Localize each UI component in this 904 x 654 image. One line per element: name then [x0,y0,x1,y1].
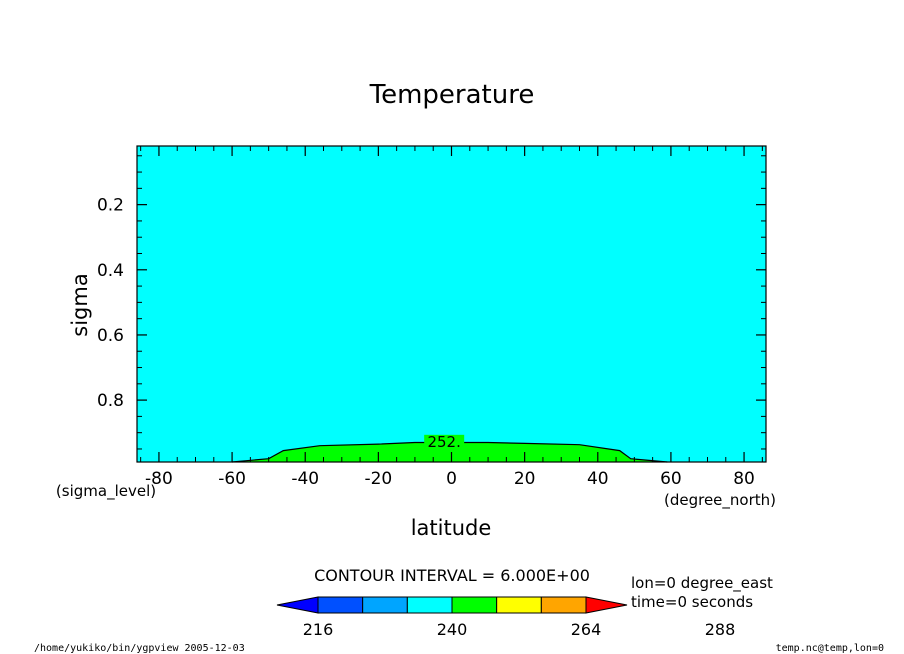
info-time: time=0 seconds [631,593,753,611]
info-lon: lon=0 degree_east [631,574,773,593]
x-tick-label: 20 [514,469,536,489]
plot-frame [136,145,767,463]
colorbar-tick-label: 264 [571,620,602,639]
y-tick-label: 0.4 [97,261,124,281]
colorbar-segment [362,596,408,614]
colorbar-labels: 216 240 264 288 [303,620,736,639]
x-axis-units: (degree_north) [664,491,776,510]
x-tick-label: 80 [733,469,755,489]
y-tick-labels: 0.2 0.4 0.6 0.8 [97,196,124,411]
contour-label: 252. [427,433,460,451]
contour-interval-text: CONTOUR INTERVAL = 6.000E+00 [314,566,590,585]
x-tick-label: -40 [291,469,319,489]
x-tick-labels: -80 -60 -40 -20 0 20 40 60 80 [145,469,755,489]
x-axis-label: latitude [411,516,492,540]
y-tick-label: 0.6 [97,326,124,346]
colorbar-tick-label: 216 [303,620,334,639]
colorbar-segment [317,596,364,614]
x-tick-label: -20 [364,469,392,489]
colorbar-segment [496,596,542,614]
y-tick-label: 0.8 [97,391,124,411]
footer-right: temp.nc@temp,lon=0 [776,643,884,654]
colorbar [276,596,628,614]
x-tick-label: 40 [587,469,609,489]
colorbar-segment [540,596,587,614]
colorbar-tick-label: 288 [705,620,736,639]
colorbar-tick-label: 240 [437,620,468,639]
x-tick-label: -80 [145,469,173,489]
colorbar-right-arrow [585,596,628,614]
contour-region-252 [232,442,668,462]
tick-marks [137,146,766,462]
chart-title: Temperature [369,80,535,110]
y-axis-units: (sigma_level) [56,482,156,501]
colorbar-segment [451,596,498,614]
footer-left: /home/yukiko/bin/ygpview 2005-12-03 [34,643,245,654]
colorbar-segment [406,596,453,614]
x-tick-label: 60 [660,469,682,489]
y-tick-label: 0.2 [97,196,124,216]
colorbar-left-arrow [276,596,319,614]
y-axis-label: sigma [68,273,92,336]
x-tick-label: 0 [446,469,457,489]
plot-background [137,146,766,462]
contour-label-background [424,434,465,448]
x-tick-label: -60 [218,469,246,489]
